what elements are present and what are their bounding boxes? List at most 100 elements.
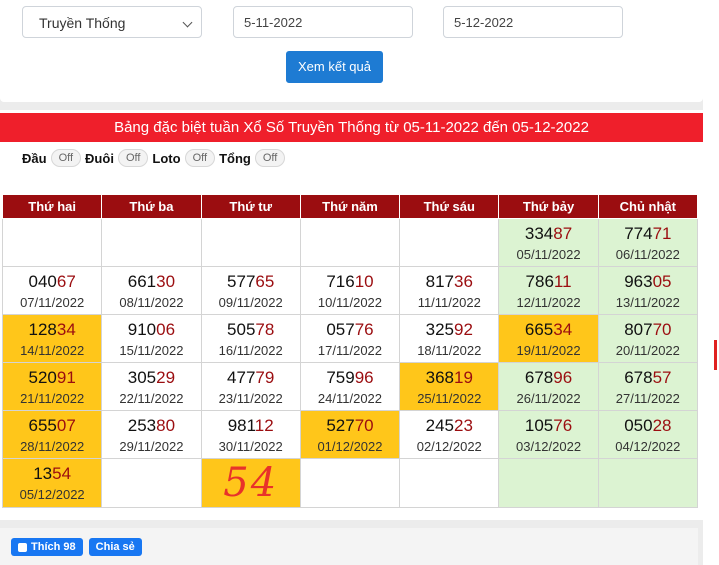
- number-tail: 36: [453, 271, 473, 291]
- filter-loto-toggle[interactable]: Off: [184, 149, 216, 167]
- result-cell: 91006 15/11/2022: [101, 314, 202, 363]
- table-row: 1354 05/12/2022 54: [1, 458, 699, 508]
- number-head: 963: [624, 271, 653, 291]
- page-scrollbar[interactable]: [703, 0, 719, 565]
- result-cell: [597, 458, 699, 508]
- search-panel: Truyền Thống 5-11-2022 5-12-2022 Xem kết…: [0, 0, 703, 102]
- weekly-results-table: Thứ hai Thứ ba Thứ tư Thứ năm Thứ sáu Thứ bảy…: [1, 194, 699, 508]
- special-prize-number: 80770: [599, 320, 697, 340]
- scroll-indicator: [714, 340, 717, 370]
- draw-date: 08/11/2022: [119, 294, 184, 310]
- day-header: Thứ hai: [1, 194, 103, 219]
- from-date-input[interactable]: 5-11-2022: [233, 6, 413, 38]
- special-prize-number: 36819: [400, 368, 498, 388]
- number-head: 505: [227, 319, 256, 339]
- result-cell: [299, 218, 401, 267]
- like-count: 98: [63, 541, 76, 553]
- result-cell: [399, 218, 500, 267]
- draw-date: 02/12/2022: [416, 438, 482, 454]
- to-date-input[interactable]: 5-12-2022: [443, 6, 623, 38]
- special-prize-number: 1354: [3, 464, 101, 484]
- from-date-value: 5-11-2022: [244, 15, 303, 30]
- draw-date: 22/11/2022: [119, 390, 184, 406]
- number-head: 253: [127, 415, 157, 435]
- draw-date: 18/11/2022: [417, 342, 482, 358]
- filter-tong-toggle[interactable]: Off: [254, 149, 286, 167]
- special-prize-number: 33487: [499, 224, 597, 244]
- handwritten-annotation: 54: [223, 460, 279, 506]
- day-header: Thứ tư: [200, 194, 301, 219]
- number-tail: 76: [553, 415, 573, 435]
- number-tail: 96: [553, 367, 573, 387]
- table-row: 12834 14/11/2022 91006 15/11/2022 50578 16/11…: [1, 314, 699, 363]
- number-tail: 65: [255, 271, 275, 291]
- share-button[interactable]: Chia sẻ: [88, 538, 142, 556]
- number-head: 13: [33, 464, 53, 483]
- number-head: 981: [227, 415, 255, 435]
- filter-dau-toggle[interactable]: Off: [50, 149, 82, 167]
- number-head: 050: [624, 415, 653, 435]
- number-tail: 34: [56, 319, 76, 339]
- table-row: 33487 05/11/2022 77471 06/11/2022: [1, 218, 699, 267]
- result-cell: 77471 06/11/2022: [597, 218, 699, 267]
- number-head: 678: [624, 367, 653, 387]
- draw-date: 09/11/2022: [218, 294, 283, 310]
- number-head: 807: [624, 319, 653, 339]
- result-cell: [498, 458, 599, 508]
- number-head: 245: [425, 415, 454, 435]
- draw-date: 07/11/2022: [20, 294, 85, 310]
- social-buttons: Thích 98 Chia sẻ: [11, 538, 142, 556]
- number-tail: 92: [453, 319, 473, 339]
- draw-date: 05/11/2022: [516, 246, 581, 262]
- number-tail: 28: [652, 415, 672, 435]
- result-cell: 67896 26/11/2022: [498, 362, 599, 411]
- draw-date: 28/11/2022: [20, 438, 85, 454]
- special-prize-number: 24523: [400, 416, 498, 436]
- result-cell: 24523 02/12/2022: [399, 410, 500, 459]
- number-head: 910: [127, 319, 157, 339]
- result-cell: [101, 458, 202, 508]
- filter-tong-label: Tổng: [219, 150, 251, 166]
- result-cell: 78611 12/11/2022: [498, 266, 599, 315]
- special-prize-number: 65507: [3, 416, 101, 436]
- number-head: 527: [326, 415, 355, 435]
- result-cell: [399, 458, 500, 508]
- special-prize-number: 52770: [301, 416, 399, 436]
- number-tail: 91: [56, 367, 76, 387]
- number-head: 786: [525, 271, 554, 291]
- number-tail: 96: [354, 367, 374, 387]
- number-tail: 71: [652, 223, 672, 243]
- filter-duoi-toggle[interactable]: Off: [117, 149, 149, 167]
- number-head: 577: [227, 271, 256, 291]
- special-prize-number: 66130: [102, 272, 200, 292]
- view-results-button[interactable]: Xem kết quả: [286, 51, 383, 83]
- special-prize-number: 30529: [102, 368, 200, 388]
- number-head: 334: [524, 223, 554, 243]
- special-prize-number: 98112: [202, 416, 300, 436]
- result-cell: 36819 25/11/2022: [399, 362, 500, 411]
- lottery-type-select[interactable]: Truyền Thống: [22, 6, 202, 38]
- draw-date: 20/11/2022: [615, 342, 680, 358]
- filter-loto-label: Loto: [152, 150, 181, 166]
- number-head: 477: [227, 367, 256, 387]
- number-head: 759: [326, 367, 355, 387]
- number-tail: 78: [255, 319, 275, 339]
- special-prize-number: 04067: [3, 272, 101, 292]
- special-prize-number: 67857: [599, 368, 697, 388]
- result-cell: 65507 28/11/2022: [1, 410, 103, 459]
- special-prize-number: 67896: [499, 368, 597, 388]
- number-head: 678: [524, 367, 554, 387]
- special-prize-number: 25380: [102, 416, 200, 436]
- number-tail: 10: [354, 271, 374, 291]
- special-prize-number: 52091: [3, 368, 101, 388]
- number-head: 655: [28, 415, 57, 435]
- filter-duoi-label: Đuôi: [85, 150, 114, 166]
- number-head: 325: [425, 319, 454, 339]
- draw-date: 24/11/2022: [317, 390, 383, 406]
- draw-date: 04/12/2022: [615, 438, 681, 454]
- like-button[interactable]: Thích 98: [11, 538, 83, 556]
- number-head: 661: [127, 271, 157, 291]
- number-tail: 54: [52, 464, 72, 483]
- result-cell: [1, 218, 103, 267]
- draw-date: 21/11/2022: [20, 390, 85, 406]
